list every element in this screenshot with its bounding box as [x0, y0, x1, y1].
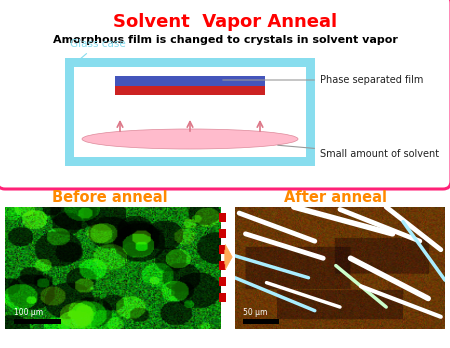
Text: Glass case: Glass case: [70, 39, 126, 61]
Text: After anneal: After anneal: [284, 190, 387, 205]
Bar: [115, 86, 265, 95]
Bar: [219, 229, 225, 238]
Bar: [219, 261, 225, 270]
Bar: [219, 245, 225, 254]
Text: Solvent  Vapor Anneal: Solvent Vapor Anneal: [113, 13, 337, 31]
Bar: [65, 58, 315, 166]
Bar: [74, 67, 306, 157]
Bar: [65, 58, 315, 67]
Text: Small amount of solvent: Small amount of solvent: [278, 145, 439, 159]
Bar: [219, 277, 225, 286]
Text: Phase separated film: Phase separated film: [223, 75, 423, 85]
Bar: [219, 293, 225, 302]
Bar: [65, 157, 315, 166]
Ellipse shape: [82, 129, 298, 149]
Bar: [219, 213, 225, 222]
Text: Amorphous film is changed to crystals in solvent vapor: Amorphous film is changed to crystals in…: [53, 35, 397, 45]
Bar: [306, 67, 315, 166]
Bar: [65, 67, 74, 166]
Bar: [115, 76, 265, 86]
Text: Before anneal: Before anneal: [52, 190, 168, 205]
FancyBboxPatch shape: [0, 0, 450, 189]
